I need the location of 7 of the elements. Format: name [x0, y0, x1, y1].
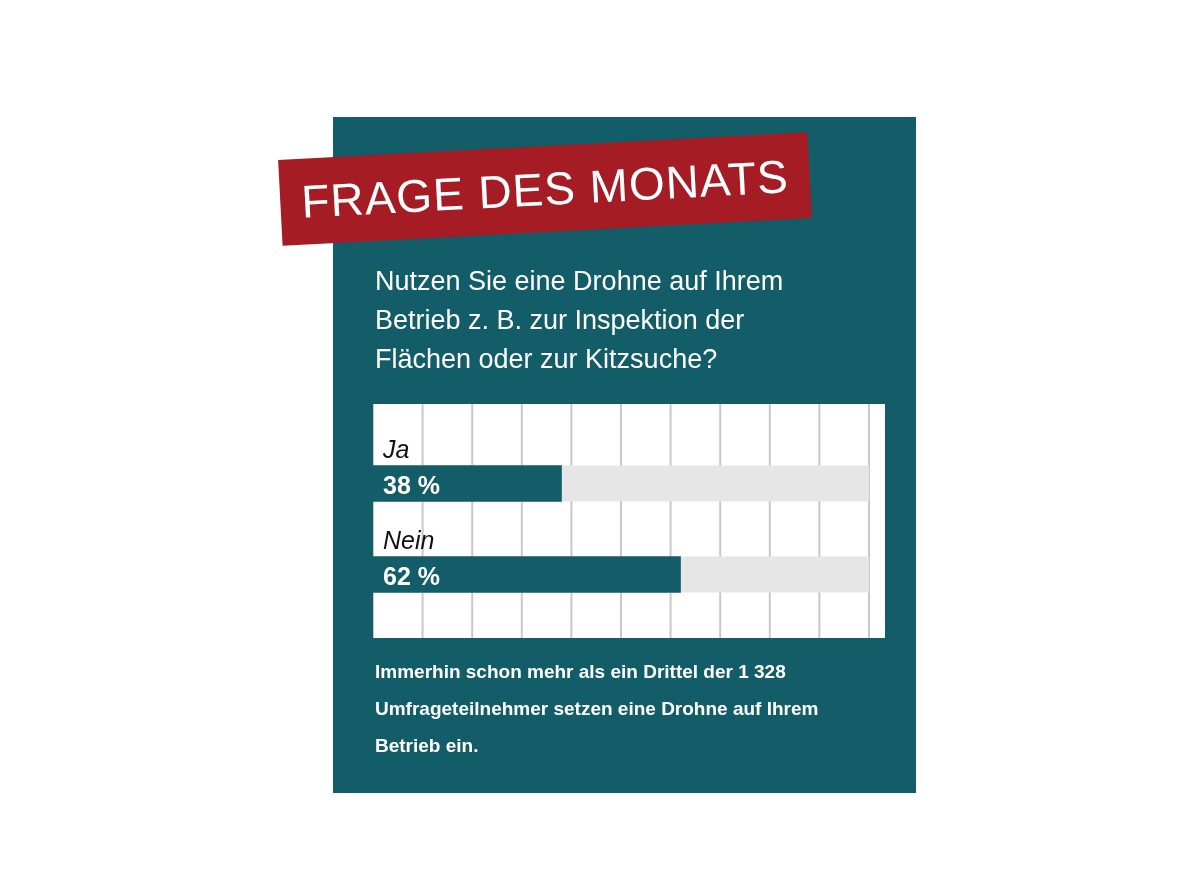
data-label: 62 %	[383, 562, 440, 591]
chart-subtitle: Nutzen Sie eine Drohne auf Ihrem Betrieb z. B. zur Inspektion der Flächen oder zur Kitzsuche?	[375, 265, 785, 376]
y-tick-label: Ja	[382, 434, 410, 463]
text: Immerhin schon mehr als ein Drittel der 1 328 Umfrageteilnehmer setzen eine Drohne auf Ihrem Betrieb ein.	[375, 660, 820, 758]
y-tick-label: Nein	[383, 525, 435, 554]
data-label: 38 %	[383, 471, 440, 500]
chart-title: FRAGE DES MONATS	[299, 149, 791, 229]
